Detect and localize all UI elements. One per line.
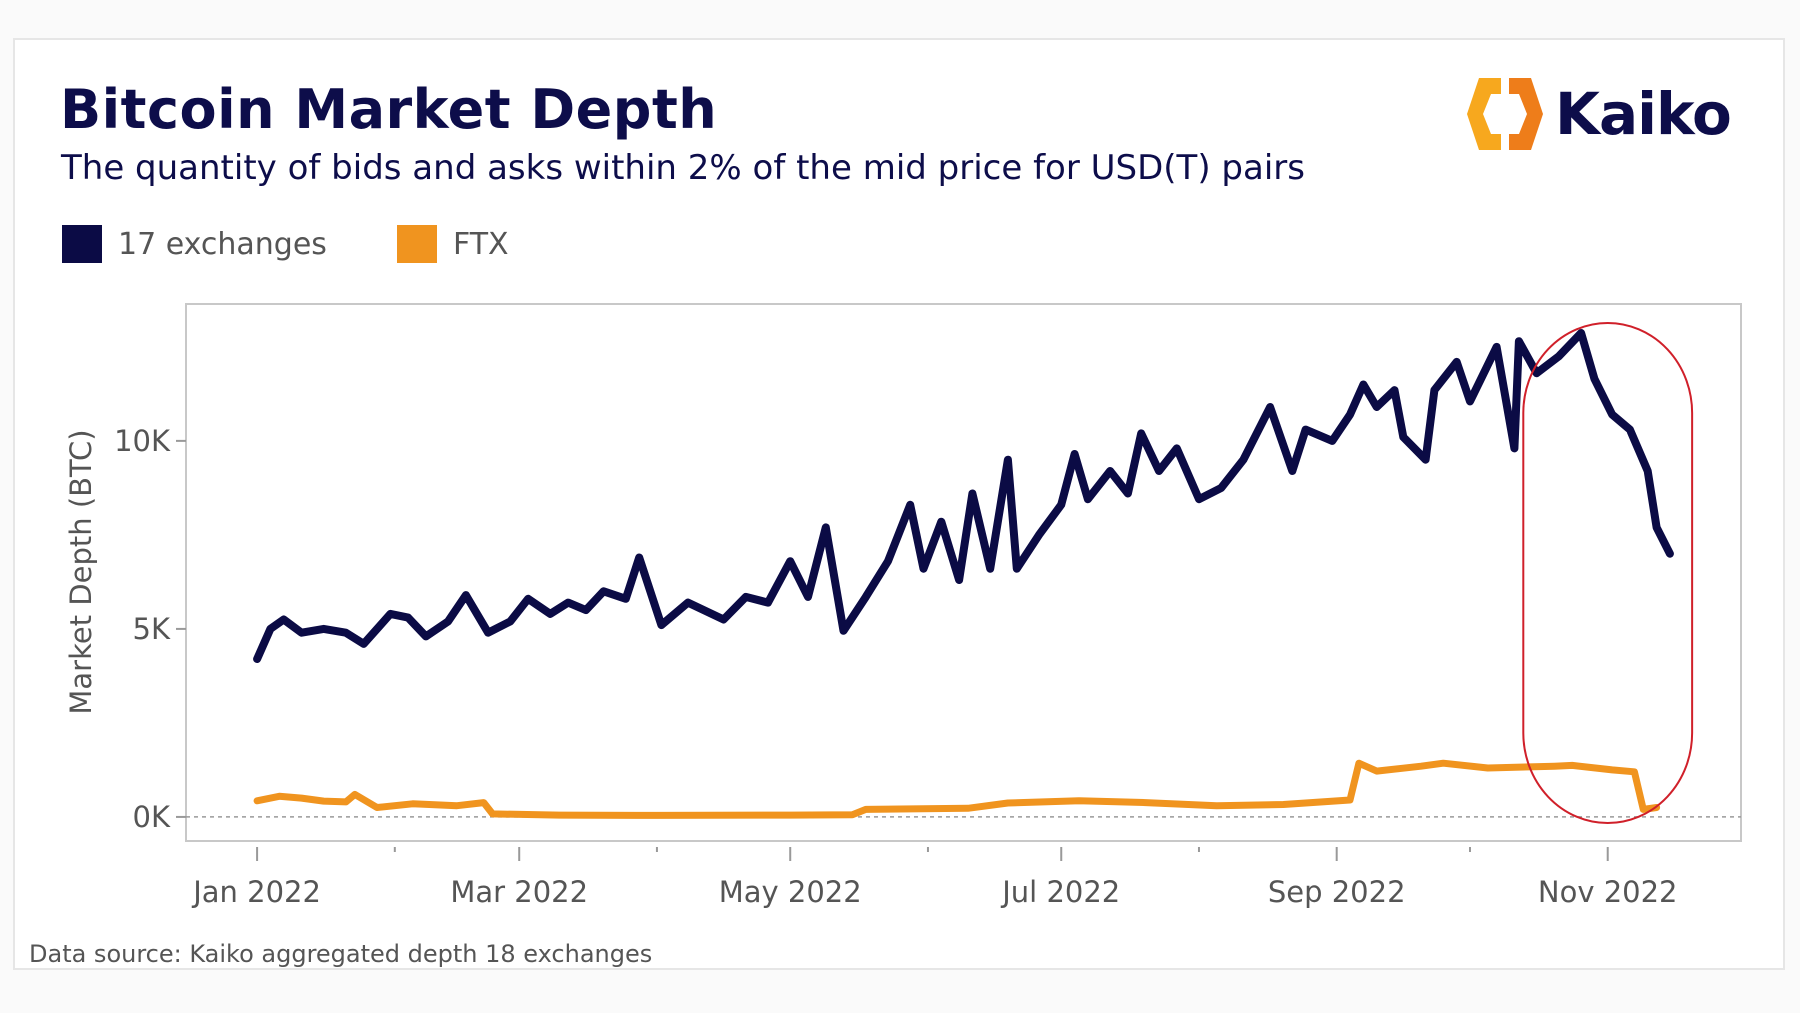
x-tick-label: Sep 2022 — [1268, 875, 1406, 909]
chart-subtitle: The quantity of bids and asks within 2% … — [61, 148, 1305, 188]
x-tick-label: Nov 2022 — [1538, 875, 1678, 909]
y-tick-label: 10K — [114, 424, 171, 458]
data-source-note: Data source: Kaiko aggregated depth 18 e… — [29, 940, 653, 968]
legend-swatch — [62, 225, 102, 263]
chart-title: Bitcoin Market Depth — [60, 78, 718, 141]
y-tick-label: 5K — [133, 612, 171, 646]
legend-item-17-exchanges[interactable]: 17 exchanges — [62, 224, 327, 264]
x-tick-label: Jan 2022 — [191, 875, 321, 909]
highlight-annotation — [1522, 322, 1694, 824]
logo-text: Kaiko — [1555, 80, 1732, 148]
x-tick-label: Jul 2022 — [1000, 875, 1120, 909]
kaiko-logo: Kaiko — [1465, 76, 1732, 152]
series-line-ftx — [253, 759, 1661, 819]
kaiko-hexagon-icon — [1467, 78, 1543, 150]
legend-swatch — [397, 225, 437, 263]
legend-label: 17 exchanges — [118, 226, 327, 262]
x-tick-label: Mar 2022 — [450, 875, 588, 909]
x-tick-label: May 2022 — [719, 875, 862, 909]
y-axis-label: Market Depth (BTC) — [64, 429, 98, 714]
y-tick-label: 0K — [133, 800, 171, 834]
legend-item-ftx[interactable]: FTX — [397, 224, 509, 264]
legend-label: FTX — [453, 226, 509, 262]
